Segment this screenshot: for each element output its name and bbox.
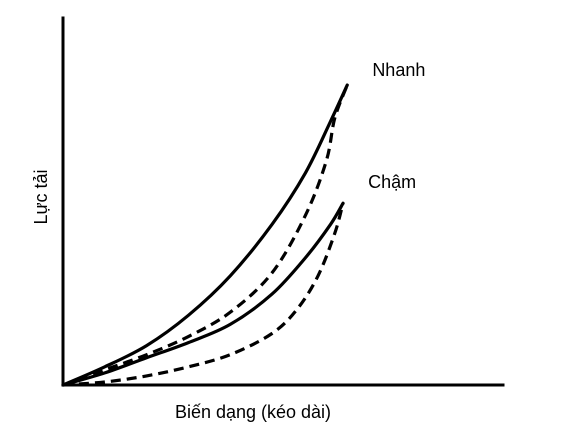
axes <box>61 16 505 387</box>
y-axis-label: Lực tải <box>31 169 51 224</box>
series-layer <box>61 83 349 387</box>
x-axis-label: Biến dạng (kéo dài) <box>175 402 331 422</box>
curve-cham-unloading <box>62 202 345 387</box>
curve-nhanh-unloading <box>62 84 349 387</box>
annotation-cham: Chậm <box>368 172 416 192</box>
curve-cham-loading <box>61 201 345 387</box>
curve-nhanh-loading <box>61 83 349 387</box>
annotation-layer: Nhanh Chậm <box>368 60 425 192</box>
annotation-nhanh: Nhanh <box>372 60 425 80</box>
